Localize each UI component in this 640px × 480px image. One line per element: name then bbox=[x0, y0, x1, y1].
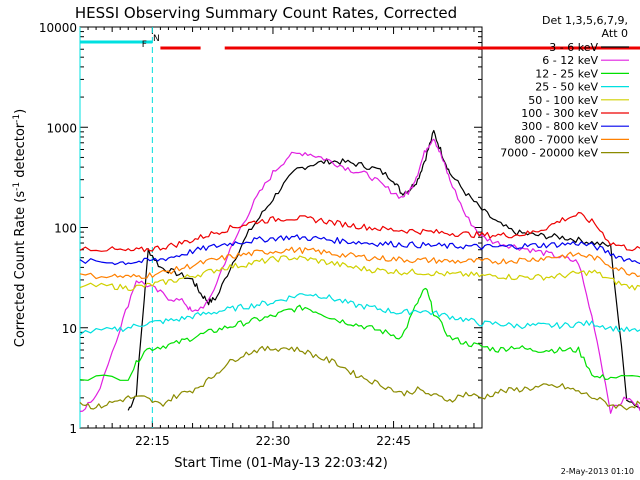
legend-label: 7000 - 20000 keV bbox=[500, 147, 598, 160]
y-tick-label: 10 bbox=[62, 322, 77, 336]
series-line bbox=[127, 129, 640, 411]
flag-label: N bbox=[153, 34, 160, 44]
series-layer bbox=[79, 129, 640, 414]
y-axis-label-part: detector bbox=[13, 122, 28, 182]
y-axis-label-sup: -1 bbox=[12, 182, 22, 191]
flag-label: F bbox=[142, 40, 147, 50]
footer-timestamp: 2-May-2013 01:10 bbox=[561, 467, 634, 476]
x-tick-label: 22:45 bbox=[376, 434, 411, 448]
legend-header-line: Att 0 bbox=[602, 27, 628, 40]
plot-frame bbox=[79, 26, 483, 429]
x-tick-label: 22:30 bbox=[256, 434, 291, 448]
y-axis-label-sup: -1 bbox=[12, 114, 22, 123]
legend-label: 6 - 12 keV bbox=[542, 54, 598, 67]
legend-label: 800 - 7000 keV bbox=[514, 133, 598, 146]
y-axis-label-part: ) bbox=[13, 109, 28, 114]
chart-title: HESSI Observing Summary Count Rates, Cor… bbox=[75, 4, 457, 22]
series-line bbox=[79, 211, 640, 253]
vertical-markers bbox=[79, 27, 153, 428]
y-tick-label: 1 bbox=[69, 422, 77, 436]
y-tick-label: 1000 bbox=[46, 121, 77, 135]
legend-label: 3 - 6 keV bbox=[549, 41, 598, 54]
series-line bbox=[79, 234, 640, 266]
series-line bbox=[79, 293, 640, 336]
series-line bbox=[79, 255, 640, 292]
series-line bbox=[79, 138, 640, 414]
legend-header-line: Det 1,3,5,6,7,9, bbox=[542, 14, 628, 27]
x-axis: 22:15 22:30 22:45 bbox=[79, 27, 483, 448]
y-tick-label: 10000 bbox=[39, 21, 77, 35]
series-line bbox=[79, 246, 640, 280]
y-axis-label: Corrected Count Rate (s-1 detector-1) bbox=[12, 109, 28, 347]
flag-bars: NF bbox=[80, 34, 640, 50]
y-tick-label: 100 bbox=[54, 222, 77, 236]
legend-label: 50 - 100 keV bbox=[528, 94, 598, 107]
series-line bbox=[79, 345, 640, 411]
legend-label: 12 - 25 keV bbox=[535, 67, 598, 80]
y-axis: 1 10 100 1000 10000 bbox=[39, 21, 482, 436]
series-line bbox=[79, 287, 640, 381]
x-tick-label: 22:15 bbox=[135, 434, 170, 448]
legend-label: 25 - 50 keV bbox=[535, 81, 598, 94]
legend-label: 100 - 300 keV bbox=[521, 107, 598, 120]
x-axis-label: Start Time (01-May-13 22:03:42) bbox=[174, 456, 388, 471]
legend-label: 300 - 800 keV bbox=[521, 120, 598, 133]
y-axis-label-part: Corrected Count Rate (s bbox=[13, 191, 28, 348]
